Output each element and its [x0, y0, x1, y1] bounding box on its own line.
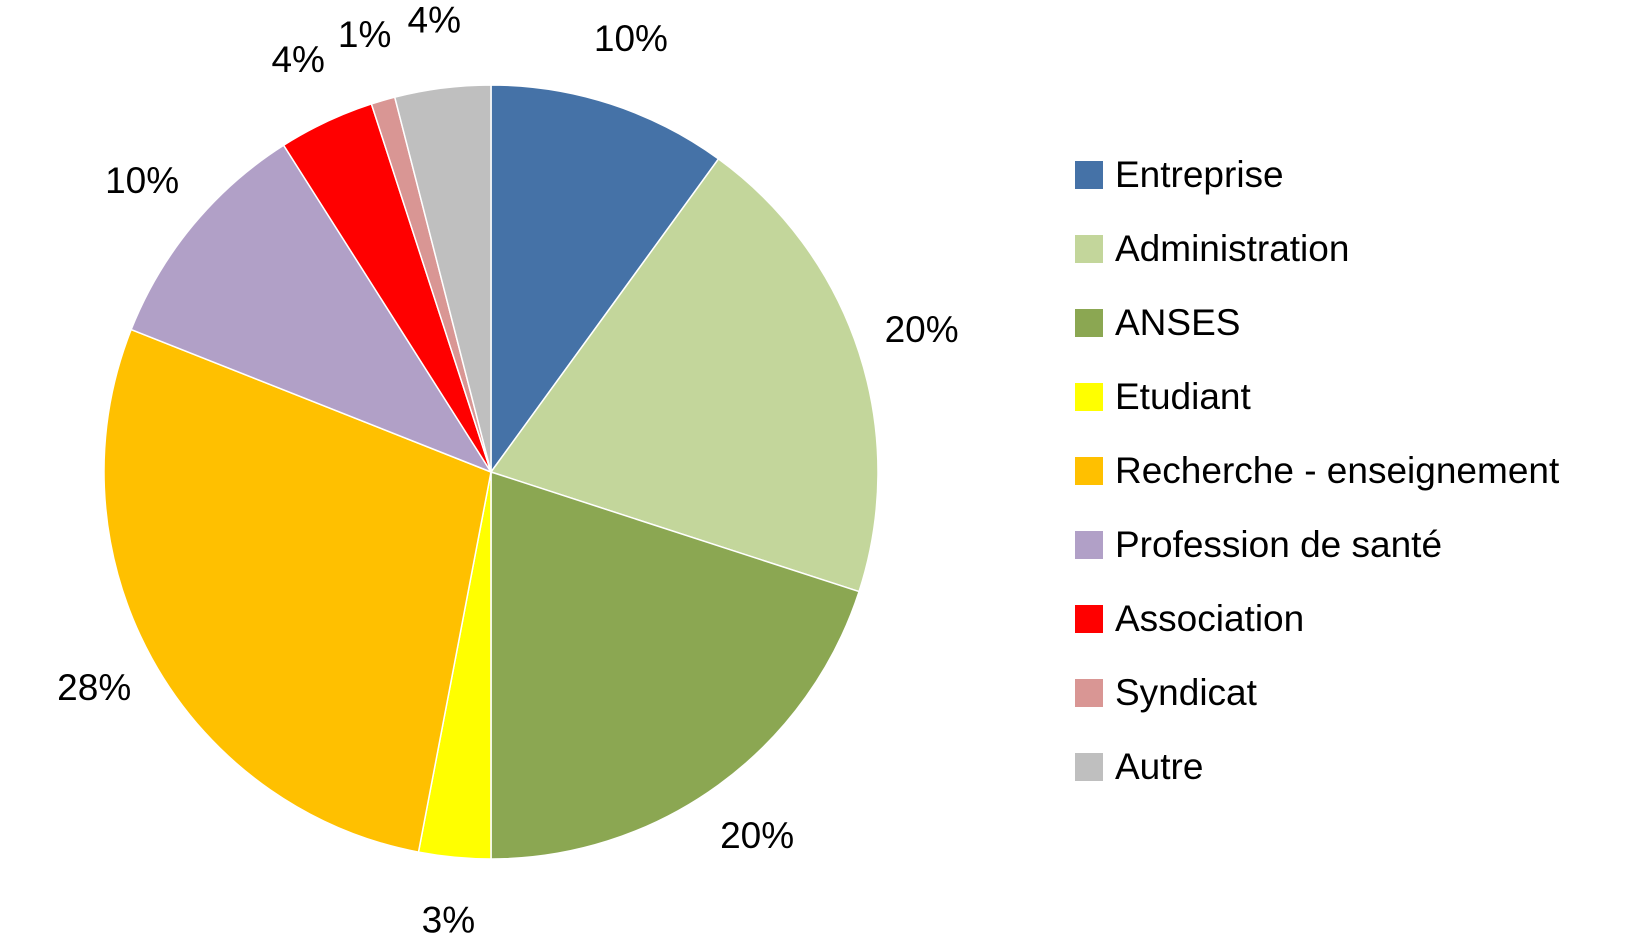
data-label: 1% [338, 14, 391, 55]
data-label: 20% [720, 815, 794, 856]
legend-label: Entreprise [1115, 154, 1284, 195]
legend-label: ANSES [1115, 302, 1240, 343]
legend-label: Administration [1115, 228, 1349, 269]
legend-label: Recherche - enseignement [1115, 450, 1560, 491]
legend-swatch [1075, 753, 1103, 781]
legend-swatch [1075, 383, 1103, 411]
data-label: 20% [885, 309, 959, 350]
legend-swatch [1075, 605, 1103, 633]
legend-label: Syndicat [1115, 672, 1258, 713]
data-label: 4% [408, 0, 461, 41]
legend-swatch [1075, 309, 1103, 337]
data-label: 4% [271, 39, 324, 80]
data-label: 28% [57, 667, 131, 708]
data-label: 3% [422, 900, 475, 933]
data-label: 10% [594, 18, 668, 59]
legend-swatch [1075, 679, 1103, 707]
pie-slice [489, 157, 879, 593]
pie-slice [393, 84, 492, 473]
legend-label: Association [1115, 598, 1304, 639]
legend-swatch [1075, 457, 1103, 485]
pie-slice [490, 470, 861, 860]
pie-slice [130, 144, 493, 474]
pie-slice [490, 84, 720, 475]
pie-slice [103, 328, 492, 854]
data-label: 10% [105, 160, 179, 201]
legend-label: Profession de santé [1115, 524, 1442, 565]
legend-swatch [1075, 235, 1103, 263]
legend-label: Etudiant [1115, 376, 1251, 417]
legend-swatch [1075, 161, 1103, 189]
legend-swatch [1075, 531, 1103, 559]
legend-label: Autre [1115, 746, 1203, 787]
